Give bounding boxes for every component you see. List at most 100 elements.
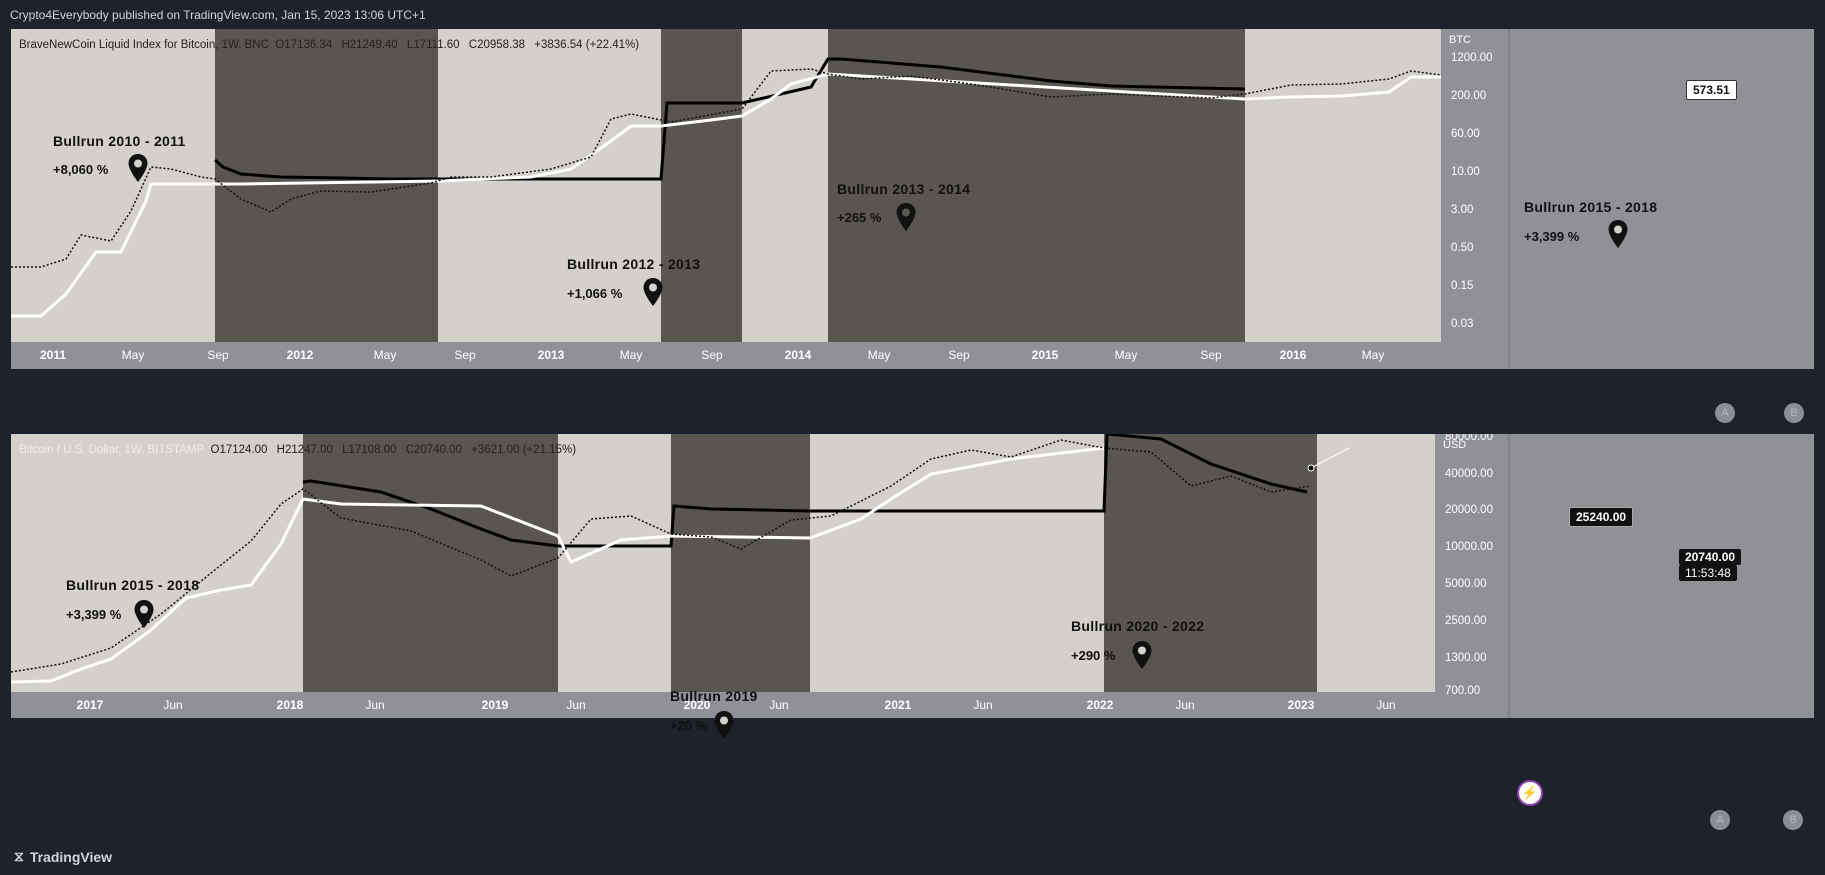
y-tick-label: 700.00 [1445, 685, 1480, 697]
open-value: O17136.34 [275, 39, 333, 51]
band-light [438, 29, 661, 342]
y-tick-label: 60.00 [1451, 128, 1480, 140]
location-pin-icon[interactable] [642, 277, 664, 307]
band-light [1317, 434, 1435, 692]
axis-button-a[interactable]: A [1710, 810, 1730, 830]
lightning-icon[interactable]: ⚡ [1517, 780, 1543, 806]
y-tick-label: 80000.00 [1445, 434, 1493, 443]
y-tick-label: 20000.00 [1445, 504, 1493, 516]
high-value: H21247.00 [276, 444, 333, 456]
countdown-label: 11:53:48 [1679, 565, 1737, 581]
axis-button-b[interactable]: B [1783, 810, 1803, 830]
series-line-upper [214, 57, 1246, 181]
x-tick-label: Jun [973, 698, 992, 712]
close-value: C20958.38 [468, 39, 526, 51]
low-value: L17108.00 [342, 444, 397, 456]
y-tick-label: 10.00 [1451, 166, 1480, 178]
x-tick-label: 2023 [1288, 698, 1315, 712]
x-tick-label: 2012 [287, 348, 314, 362]
band-light [11, 434, 303, 692]
location-pin-icon[interactable] [127, 153, 149, 183]
axis-button-b[interactable]: B [1784, 403, 1804, 423]
annotation-pct[interactable]: +1,066 % [567, 286, 623, 301]
band-light [810, 434, 1104, 692]
chart-panel-bnc[interactable]: BTC 1200.00 200.00 60.00 10.00 3.00 0.50 0.15 0.… [11, 29, 1814, 429]
chart-svg-btcusd[interactable]: USD 2017 Jun 2018 Jun 2019 Jun 2020 Jun 2021 Jun 20… [11, 434, 1814, 835]
publish-header: Crypto4Everybody published on TradingVie… [10, 8, 426, 22]
x-tick-label: 2022 [1087, 698, 1114, 712]
open-value: O17124.00 [210, 444, 268, 456]
tradingview-logo-icon[interactable]: ⧖ [14, 848, 24, 864]
x-tick-label: May [620, 348, 643, 362]
band-light [1245, 29, 1441, 342]
y-tick-label: 0.50 [1451, 242, 1473, 254]
symbol-label[interactable]: Bitcoin / U.S. Dollar, 1W, BITSTAMP [19, 444, 205, 456]
x-tick-label: May [374, 348, 397, 362]
annotation-title[interactable]: Bullrun 2013 - 2014 [837, 181, 971, 197]
axis-gutter [1509, 434, 1814, 718]
annotation-pct[interactable]: +3,399 % [1524, 229, 1580, 244]
chart-svg-bnc[interactable]: BTC 1200.00 200.00 60.00 10.00 3.00 0.50 0.15 0.… [11, 29, 1814, 429]
change-value: +3621.00 (+21.15%) [471, 444, 577, 456]
y-tick-label: 1300.00 [1445, 652, 1487, 664]
location-pin-icon[interactable] [133, 599, 155, 629]
currency-label: BTC [1449, 34, 1471, 46]
chart-panel-btcusd[interactable]: USD 2017 Jun 2018 Jun 2019 Jun 2020 Jun 2021 Jun 20… [11, 434, 1814, 835]
x-tick-label: 2015 [1032, 348, 1059, 362]
annotation-title[interactable]: Bullrun 2019 [670, 688, 758, 704]
footer-brand[interactable]: TradingView [29, 848, 113, 865]
x-tick-label: Jun [365, 698, 384, 712]
x-tick-label: Sep [454, 348, 476, 362]
location-pin-icon[interactable] [1607, 219, 1629, 249]
x-tick-label: May [1115, 348, 1138, 362]
annotation-title[interactable]: Bullrun 2012 - 2013 [567, 256, 701, 272]
annotation-title[interactable]: Bullrun 2015 - 2018 [1524, 199, 1658, 215]
y-tick-label: 10000.00 [1445, 541, 1493, 553]
axis-button-a[interactable]: A [1715, 403, 1735, 423]
location-pin-icon[interactable] [895, 202, 917, 232]
annotation-pct[interactable]: +8,060 % [53, 162, 109, 177]
annotation-title[interactable]: Bullrun 2015 - 2018 [66, 577, 200, 593]
annotation-pct[interactable]: +20 % [670, 718, 708, 733]
series-line-upper [302, 434, 1308, 548]
time-axis [11, 342, 1441, 369]
y-tick-label: 3.00 [1451, 204, 1473, 216]
x-tick-label: 2013 [538, 348, 565, 362]
change-value: +3836.54 (+22.41%) [534, 39, 640, 51]
x-tick-label: 2016 [1280, 348, 1307, 362]
y-tick-label: 0.15 [1451, 280, 1473, 292]
low-value: L17111.60 [406, 39, 460, 51]
y-tick-label: 0.03 [1451, 318, 1473, 330]
x-tick-label: May [1362, 348, 1385, 362]
location-pin-icon[interactable] [713, 710, 735, 740]
x-tick-label: Sep [701, 348, 723, 362]
series-line-lower [11, 72, 1441, 318]
y-tick-label: 200.00 [1451, 90, 1486, 102]
annotation-pct[interactable]: +3,399 % [66, 607, 122, 622]
ohlc-legend-bnc: BraveNewCoin Liquid Index for Bitcoin, 1… [19, 39, 639, 51]
band-dark [303, 434, 558, 692]
annotation-pct[interactable]: +265 % [837, 210, 882, 225]
band-dark [671, 434, 810, 692]
x-tick-label: 2018 [277, 698, 304, 712]
x-tick-label: 2014 [785, 348, 812, 362]
x-tick-label: May [868, 348, 891, 362]
marker-price-label: 25240.00 [1569, 507, 1634, 527]
axis-gutter [1509, 29, 1814, 369]
x-tick-label: Sep [948, 348, 970, 362]
x-tick-label: 2020 [684, 698, 711, 712]
annotation-title[interactable]: Bullrun 2020 - 2022 [1071, 618, 1205, 634]
marker-dot[interactable] [1307, 464, 1315, 472]
x-tick-label: Jun [1376, 698, 1395, 712]
band-dark [215, 29, 438, 342]
annotation-pct[interactable]: +290 % [1071, 648, 1116, 663]
price-candles [11, 68, 1442, 268]
annotation-title[interactable]: Bullrun 2010 - 2011 [53, 133, 186, 149]
symbol-label[interactable]: BraveNewCoin Liquid Index for Bitcoin, 1… [19, 39, 269, 51]
y-tick-label: 5000.00 [1445, 578, 1487, 590]
location-pin-icon[interactable] [1131, 640, 1153, 670]
x-tick-label: Jun [1175, 698, 1194, 712]
x-tick-label: Sep [207, 348, 229, 362]
series-line-lower [11, 446, 1105, 684]
band-dark [828, 29, 1245, 342]
